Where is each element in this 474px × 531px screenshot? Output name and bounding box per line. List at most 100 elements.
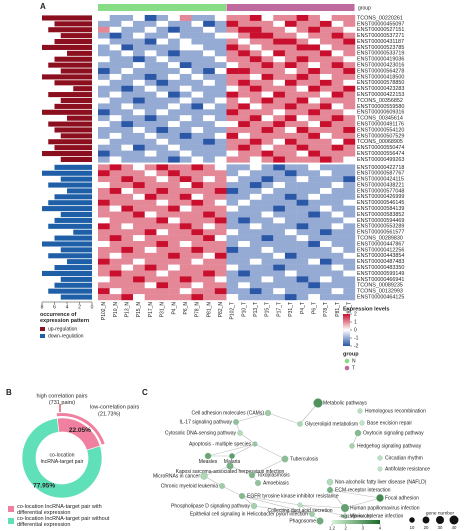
heatmap-cell bbox=[308, 258, 321, 265]
heatmap-cell bbox=[273, 258, 286, 265]
heatmap-cell bbox=[98, 121, 110, 128]
heatmap-cell bbox=[109, 252, 122, 259]
heatmap-cell bbox=[249, 246, 262, 254]
heatmap-cell bbox=[191, 121, 204, 128]
heatmap-cell bbox=[121, 132, 134, 140]
heatmap-cell bbox=[331, 205, 344, 212]
heatmap-cell bbox=[238, 282, 251, 289]
heatmap-cell bbox=[168, 217, 180, 224]
heatmap-cell bbox=[203, 211, 216, 218]
heatmap-cell bbox=[331, 115, 344, 122]
heatmap-cell bbox=[226, 144, 239, 151]
node-label: Amoebiasis bbox=[263, 480, 289, 486]
heatmap-cell bbox=[261, 144, 274, 151]
node-label: Glycerolipid metabolism bbox=[305, 421, 358, 427]
heatmap-cell bbox=[214, 127, 227, 134]
heatmap-cell bbox=[121, 258, 134, 265]
heatmap-cell bbox=[168, 288, 180, 295]
heatmap-cell bbox=[261, 138, 274, 145]
heatmap-cell bbox=[121, 164, 134, 171]
row-label: ENST00000533719 bbox=[357, 51, 404, 57]
heatmap-cell bbox=[168, 132, 180, 140]
heatmap-cell bbox=[156, 294, 169, 301]
heatmap-cell bbox=[296, 68, 309, 75]
heatmap-cell bbox=[226, 211, 239, 218]
heatmap-cell bbox=[331, 127, 344, 134]
heatmap-cell bbox=[331, 15, 344, 22]
heatmap-cell bbox=[261, 121, 274, 128]
node-label: Oxytocin signaling pathway bbox=[363, 430, 424, 436]
heatmap-cell bbox=[214, 211, 227, 218]
heatmap-cell bbox=[214, 150, 227, 157]
heatmap-cell bbox=[331, 50, 344, 57]
row-label: ENST00000422153 bbox=[357, 92, 404, 98]
heatmap-cell bbox=[214, 44, 227, 51]
heatmap-cell bbox=[238, 288, 251, 295]
heatmap-cell bbox=[156, 144, 169, 151]
heatmap-cell bbox=[133, 182, 145, 189]
heatmap-cell bbox=[144, 73, 157, 81]
occurrence-bar bbox=[42, 206, 92, 212]
heatmap-cell bbox=[273, 121, 286, 128]
heatmap-cell bbox=[121, 182, 134, 189]
heatmap-cell bbox=[331, 26, 344, 33]
heatmap-cell bbox=[296, 252, 309, 259]
heatmap-cell bbox=[296, 85, 309, 92]
heatmap-cell bbox=[156, 205, 169, 212]
heatmap-cell bbox=[273, 270, 286, 277]
heatmap-cell bbox=[133, 91, 145, 98]
heatmap-cell bbox=[319, 276, 332, 283]
heatmap-cell bbox=[214, 32, 227, 39]
heatmap-cell bbox=[179, 44, 192, 51]
low-correlation-label: low-correlation pairs bbox=[90, 404, 139, 410]
heatmap-cell bbox=[191, 109, 204, 116]
occurrence-tick-label: 2 bbox=[78, 304, 81, 310]
row-label: ENST00000527151 bbox=[357, 27, 404, 33]
heatmap-cell bbox=[343, 229, 356, 236]
row-label: ENST00000537271 bbox=[357, 33, 404, 39]
size-legend-title: gene number bbox=[426, 510, 455, 516]
legend-label: co-location lncRNA-target pair with diff… bbox=[17, 504, 102, 516]
occurrence-bar bbox=[60, 133, 92, 139]
network-node bbox=[226, 462, 234, 470]
heatmap-cell bbox=[214, 115, 227, 122]
node-label: Phospholipase D signaling pathway bbox=[171, 503, 250, 509]
panel-label: A bbox=[40, 2, 46, 11]
heatmap-cell bbox=[156, 164, 169, 171]
heatmap-cell bbox=[319, 97, 332, 104]
heatmap-cell bbox=[249, 270, 262, 277]
heatmap-cell bbox=[179, 170, 192, 177]
heatmap-cell bbox=[144, 109, 157, 116]
row-label: ENST00000550474 bbox=[357, 145, 404, 151]
heatmap-cell bbox=[284, 97, 297, 104]
heatmap-cell bbox=[343, 144, 356, 151]
heatmap-cell bbox=[156, 282, 169, 289]
heatmap-cell bbox=[191, 150, 204, 157]
heatmap-cell bbox=[273, 156, 286, 163]
occurrence-bar bbox=[42, 44, 92, 50]
heatmap-cell bbox=[191, 38, 204, 45]
heatmap-cell bbox=[331, 150, 344, 157]
heatmap-cell bbox=[203, 32, 216, 39]
heatmap-cell bbox=[226, 73, 239, 81]
column-label: P31_N bbox=[160, 302, 166, 318]
column-label: P10_T bbox=[241, 302, 247, 317]
heatmap-cell bbox=[191, 56, 204, 63]
legend-swatch bbox=[40, 327, 45, 331]
heatmap-cell bbox=[226, 164, 239, 171]
heatmap-cell bbox=[284, 252, 297, 259]
heatmap-cell bbox=[296, 97, 309, 104]
heatmap-cell bbox=[203, 187, 216, 195]
heatmap-cell bbox=[296, 20, 309, 27]
size-legend-label: 10 bbox=[410, 525, 415, 530]
heatmap-cell bbox=[284, 193, 297, 200]
heatmap-cell bbox=[319, 264, 332, 271]
network-node bbox=[219, 483, 225, 489]
heatmap-cell bbox=[156, 138, 169, 145]
heatmap-cell bbox=[203, 79, 216, 86]
heatmap-cell bbox=[109, 97, 122, 104]
heatmap-cell bbox=[343, 15, 356, 22]
heatmap-cell bbox=[179, 276, 192, 283]
column-label: P17_N bbox=[148, 302, 154, 318]
occurrence-bar bbox=[48, 139, 92, 145]
